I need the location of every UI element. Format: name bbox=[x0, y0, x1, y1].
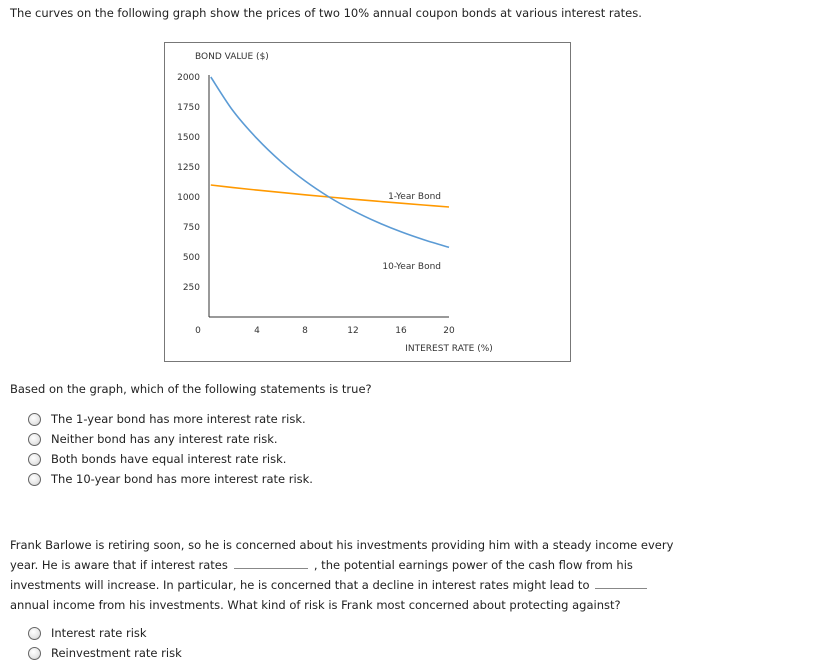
radio-button[interactable] bbox=[28, 646, 41, 660]
q2-paragraph: Frank Barlowe is retiring soon, so he is… bbox=[10, 535, 810, 615]
radio-button[interactable] bbox=[28, 432, 41, 446]
x-tick-label: 12 bbox=[347, 326, 358, 336]
y-tick-label: 500 bbox=[183, 253, 200, 263]
option-label: Interest rate risk bbox=[51, 626, 147, 640]
x-tick-label: 0 bbox=[195, 326, 201, 336]
answer-option[interactable]: The 10-year bond has more interest rate … bbox=[28, 472, 313, 486]
y-tick-label: 1500 bbox=[177, 133, 200, 143]
radio-button[interactable] bbox=[28, 626, 41, 640]
option-label: The 1-year bond has more interest rate r… bbox=[51, 412, 306, 426]
y-tick-label: 1000 bbox=[177, 193, 200, 203]
blank-dropdown-1[interactable] bbox=[233, 556, 308, 569]
series-label: 10-Year Bond bbox=[382, 262, 441, 272]
answer-option[interactable]: Interest rate risk bbox=[28, 626, 147, 640]
y-axis-label: BOND VALUE ($) bbox=[195, 52, 269, 62]
x-tick-label: 16 bbox=[395, 326, 407, 336]
y-tick-label: 1250 bbox=[177, 163, 200, 173]
answer-option[interactable]: The 1-year bond has more interest rate r… bbox=[28, 412, 306, 426]
y-tick-label: 2000 bbox=[177, 73, 200, 83]
blank-dropdown-2[interactable] bbox=[595, 576, 648, 589]
q2-line: investments will increase. In particular… bbox=[10, 578, 590, 592]
radio-button[interactable] bbox=[28, 412, 41, 426]
radio-button[interactable] bbox=[28, 472, 41, 486]
option-label: Both bonds have equal interest rate risk… bbox=[51, 452, 287, 466]
option-label: Reinvestment rate risk bbox=[51, 646, 182, 660]
series-line-10-year bbox=[210, 76, 450, 249]
x-axis-label: INTEREST RATE (%) bbox=[405, 344, 493, 354]
option-label: The 10-year bond has more interest rate … bbox=[51, 472, 313, 486]
x-tick-label: 4 bbox=[254, 326, 260, 336]
q2-line: year. He is aware that if interest rates bbox=[10, 558, 228, 572]
answer-option[interactable]: Reinvestment rate risk bbox=[28, 646, 182, 660]
answer-option[interactable]: Both bonds have equal interest rate risk… bbox=[28, 452, 286, 466]
intro-text: The curves on the following graph show t… bbox=[10, 6, 642, 20]
series-label: 1-Year Bond bbox=[388, 192, 441, 202]
q1-prompt: Based on the graph, which of the followi… bbox=[10, 382, 372, 396]
chart-frame bbox=[164, 42, 571, 362]
y-tick-label: 1750 bbox=[177, 103, 200, 113]
option-label: Neither bond has any interest rate risk. bbox=[51, 432, 278, 446]
y-tick-label: 750 bbox=[183, 223, 200, 233]
y-tick-label: 250 bbox=[183, 283, 200, 293]
bond-value-chart: BOND VALUE ($) INTEREST RATE (%) 0 4 8 12 16… bbox=[164, 42, 571, 362]
q2-line: annual income from his investments. What… bbox=[10, 598, 621, 612]
answer-option[interactable]: Neither bond has any interest rate risk. bbox=[28, 432, 278, 446]
radio-button[interactable] bbox=[28, 452, 41, 466]
x-tick-label: 20 bbox=[443, 326, 455, 336]
q2-line: , the potential earnings power of the ca… bbox=[313, 558, 633, 572]
x-tick-label: 8 bbox=[302, 326, 308, 336]
q2-line: Frank Barlowe is retiring soon, so he is… bbox=[10, 538, 674, 552]
